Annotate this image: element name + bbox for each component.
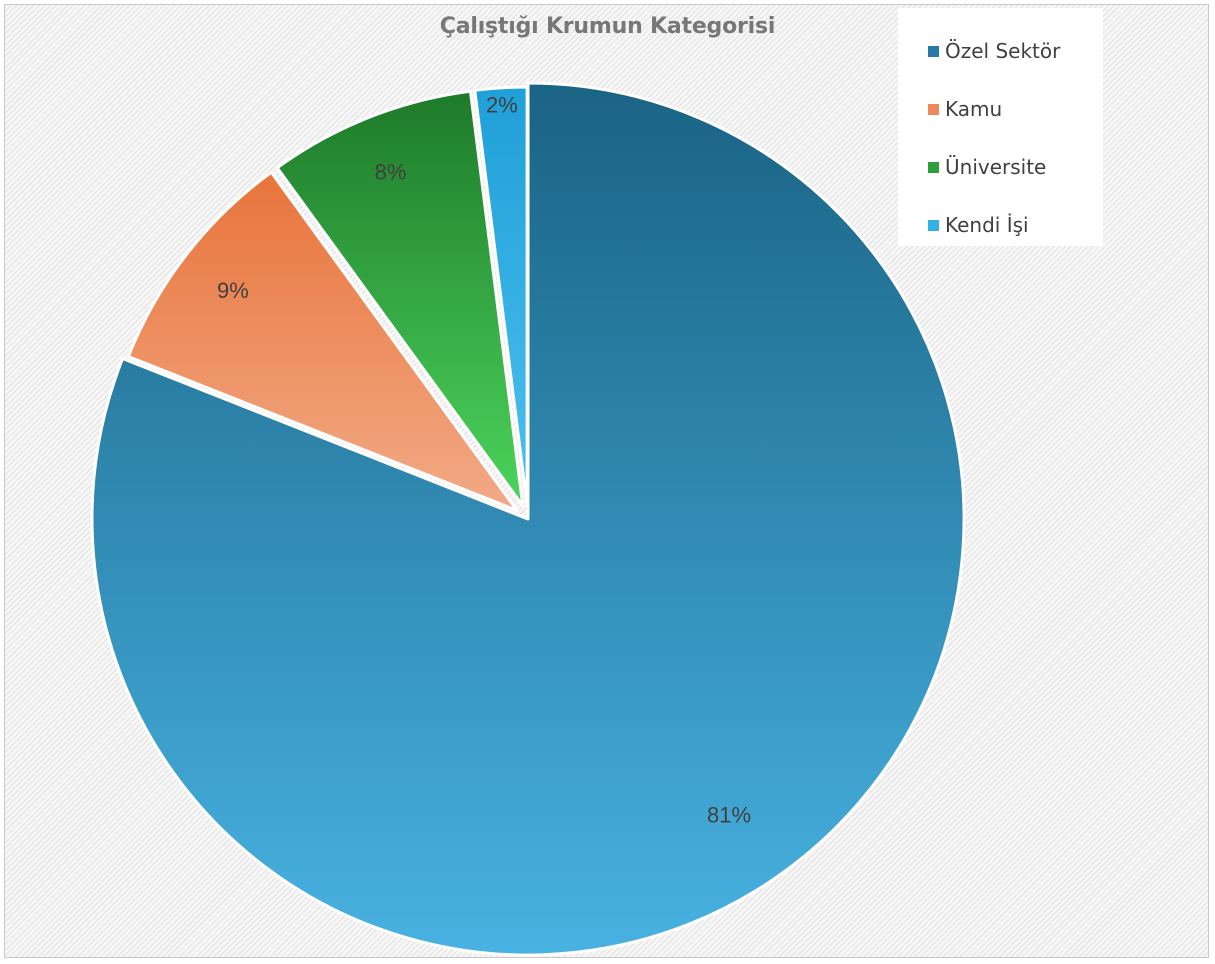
legend-swatch [928, 45, 939, 57]
legend-swatch [928, 103, 939, 115]
data-label-ozel-sektor: 81% [707, 803, 751, 828]
data-label-kendi-isi: 2% [486, 93, 518, 118]
data-label-universite: 8% [375, 160, 407, 185]
slice-ozel-sektor[interactable] [90, 81, 966, 957]
chart-title: Çalıştığı Krumun Kategorisi [439, 14, 776, 39]
slice-universite[interactable] [275, 89, 525, 508]
legend-item-universite[interactable]: Üniversite [928, 138, 1103, 196]
slice-kendi-isi[interactable] [473, 85, 529, 507]
pie-data-labels: 81% 9% 8% 2% [217, 93, 751, 828]
legend: Özel Sektör Kamu Üniversite Kendi İşi [898, 8, 1103, 246]
legend-label: Kendi İşi [945, 213, 1029, 237]
data-label-kamu: 9% [217, 278, 249, 303]
legend-item-kamu[interactable]: Kamu [928, 80, 1103, 138]
pie-slices [90, 81, 966, 957]
legend-label: Özel Sektör [945, 39, 1061, 63]
legend-item-ozel-sektor[interactable]: Özel Sektör [928, 22, 1103, 80]
legend-swatch [928, 219, 939, 231]
legend-item-kendi-isi[interactable]: Kendi İşi [928, 196, 1103, 254]
slice-kamu[interactable] [126, 170, 519, 512]
legend-swatch [928, 161, 939, 173]
legend-label: Kamu [945, 97, 1003, 121]
legend-label: Üniversite [945, 155, 1047, 179]
